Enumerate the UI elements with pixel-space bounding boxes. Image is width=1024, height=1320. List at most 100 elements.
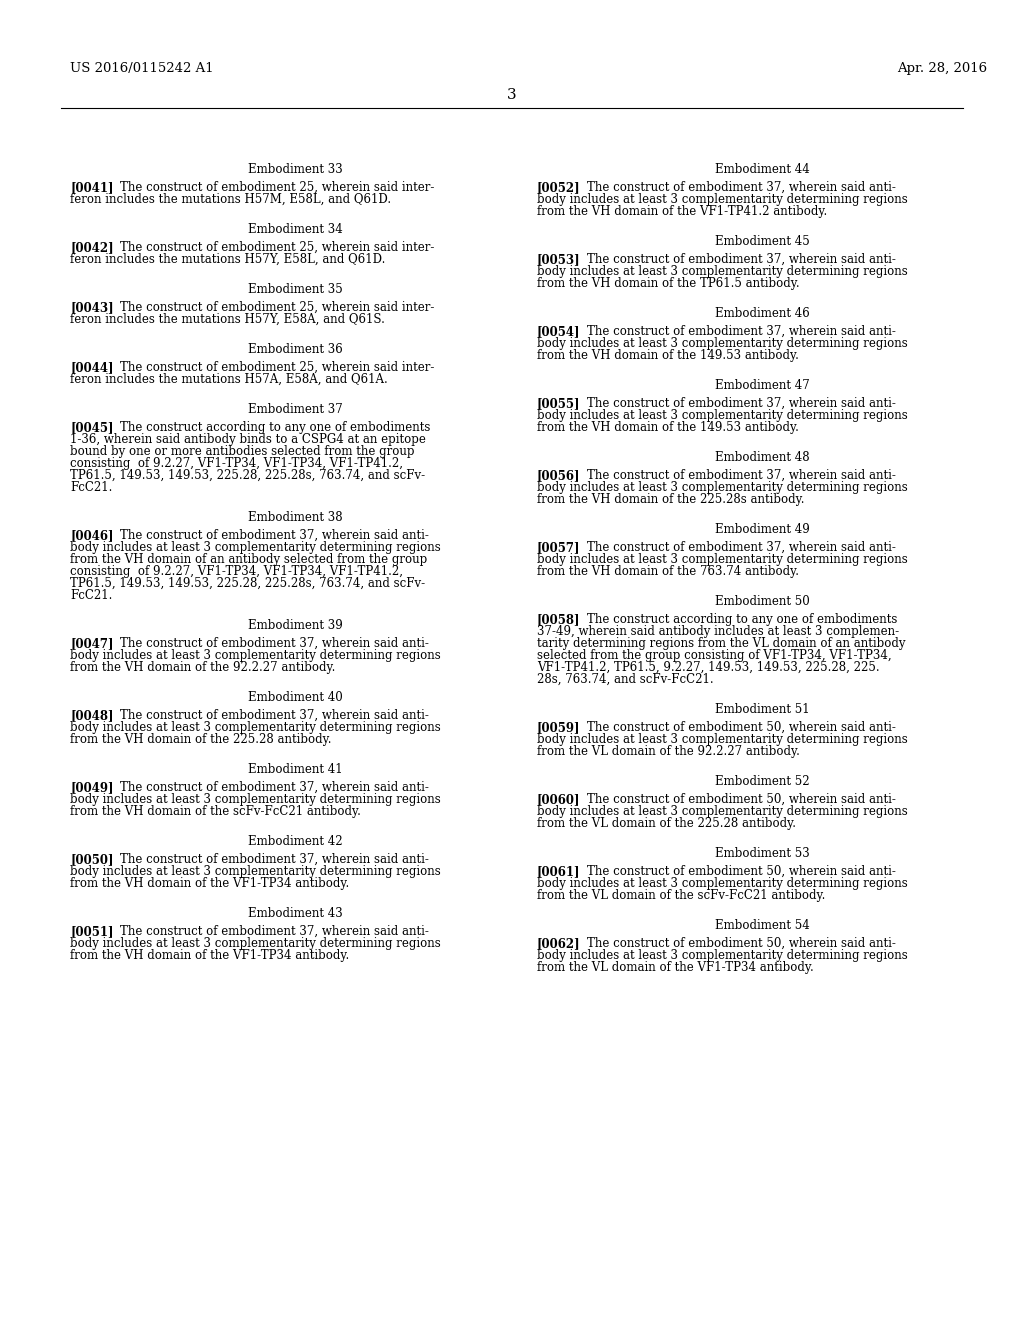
Text: [0052]: [0052] bbox=[537, 181, 581, 194]
Text: The construct of embodiment 37, wherein said anti-: The construct of embodiment 37, wherein … bbox=[587, 253, 896, 267]
Text: [0041]: [0041] bbox=[70, 181, 114, 194]
Text: [0042]: [0042] bbox=[70, 242, 114, 253]
Text: Embodiment 41: Embodiment 41 bbox=[248, 763, 342, 776]
Text: Embodiment 50: Embodiment 50 bbox=[715, 595, 809, 609]
Text: body includes at least 3 complementarity determining regions: body includes at least 3 complementarity… bbox=[70, 937, 440, 950]
Text: Embodiment 33: Embodiment 33 bbox=[248, 162, 342, 176]
Text: bound by one or more antibodies selected from the group: bound by one or more antibodies selected… bbox=[70, 445, 415, 458]
Text: [0054]: [0054] bbox=[537, 325, 581, 338]
Text: [0046]: [0046] bbox=[70, 529, 114, 543]
Text: Embodiment 42: Embodiment 42 bbox=[248, 836, 342, 847]
Text: feron includes the mutations H57A, E58A, and Q61A.: feron includes the mutations H57A, E58A,… bbox=[70, 374, 388, 385]
Text: [0049]: [0049] bbox=[70, 781, 114, 795]
Text: The construct of embodiment 25, wherein said inter-: The construct of embodiment 25, wherein … bbox=[120, 181, 434, 194]
Text: The construct of embodiment 50, wherein said anti-: The construct of embodiment 50, wherein … bbox=[587, 721, 896, 734]
Text: from the VL domain of the 92.2.27 antibody.: from the VL domain of the 92.2.27 antibo… bbox=[537, 744, 800, 758]
Text: from the VH domain of the 225.28s antibody.: from the VH domain of the 225.28s antibo… bbox=[537, 492, 805, 506]
Text: body includes at least 3 complementarity determining regions: body includes at least 3 complementarity… bbox=[70, 541, 440, 554]
Text: The construct of embodiment 25, wherein said inter-: The construct of embodiment 25, wherein … bbox=[120, 301, 434, 314]
Text: Embodiment 48: Embodiment 48 bbox=[715, 451, 809, 465]
Text: Embodiment 49: Embodiment 49 bbox=[715, 523, 809, 536]
Text: [0048]: [0048] bbox=[70, 709, 114, 722]
Text: from the VL domain of the VF1-TP34 antibody.: from the VL domain of the VF1-TP34 antib… bbox=[537, 961, 814, 974]
Text: [0061]: [0061] bbox=[537, 865, 581, 878]
Text: from the VH domain of the VF1-TP41.2 antibody.: from the VH domain of the VF1-TP41.2 ant… bbox=[537, 205, 827, 218]
Text: body includes at least 3 complementarity determining regions: body includes at least 3 complementarity… bbox=[537, 337, 907, 350]
Text: feron includes the mutations H57M, E58L, and Q61D.: feron includes the mutations H57M, E58L,… bbox=[70, 193, 391, 206]
Text: [0056]: [0056] bbox=[537, 469, 581, 482]
Text: [0045]: [0045] bbox=[70, 421, 114, 434]
Text: consisting  of 9.2.27, VF1-TP34, VF1-TP34, VF1-TP41.2,: consisting of 9.2.27, VF1-TP34, VF1-TP34… bbox=[70, 565, 403, 578]
Text: [0051]: [0051] bbox=[70, 925, 114, 939]
Text: [0043]: [0043] bbox=[70, 301, 114, 314]
Text: The construct of embodiment 50, wherein said anti-: The construct of embodiment 50, wherein … bbox=[587, 937, 896, 950]
Text: body includes at least 3 complementarity determining regions: body includes at least 3 complementarity… bbox=[537, 733, 907, 746]
Text: body includes at least 3 complementarity determining regions: body includes at least 3 complementarity… bbox=[537, 265, 907, 279]
Text: The construct of embodiment 37, wherein said anti-: The construct of embodiment 37, wherein … bbox=[587, 469, 896, 482]
Text: The construct of embodiment 37, wherein said anti-: The construct of embodiment 37, wherein … bbox=[120, 638, 429, 649]
Text: feron includes the mutations H57Y, E58L, and Q61D.: feron includes the mutations H57Y, E58L,… bbox=[70, 253, 385, 267]
Text: Embodiment 35: Embodiment 35 bbox=[248, 282, 342, 296]
Text: body includes at least 3 complementarity determining regions: body includes at least 3 complementarity… bbox=[537, 193, 907, 206]
Text: body includes at least 3 complementarity determining regions: body includes at least 3 complementarity… bbox=[70, 865, 440, 878]
Text: body includes at least 3 complementarity determining regions: body includes at least 3 complementarity… bbox=[537, 480, 907, 494]
Text: The construct of embodiment 25, wherein said inter-: The construct of embodiment 25, wherein … bbox=[120, 360, 434, 374]
Text: 1-36, wherein said antibody binds to a CSPG4 at an epitope: 1-36, wherein said antibody binds to a C… bbox=[70, 433, 426, 446]
Text: body includes at least 3 complementarity determining regions: body includes at least 3 complementarity… bbox=[537, 876, 907, 890]
Text: Embodiment 38: Embodiment 38 bbox=[248, 511, 342, 524]
Text: Embodiment 45: Embodiment 45 bbox=[715, 235, 809, 248]
Text: [0044]: [0044] bbox=[70, 360, 114, 374]
Text: Embodiment 52: Embodiment 52 bbox=[715, 775, 809, 788]
Text: Embodiment 47: Embodiment 47 bbox=[715, 379, 809, 392]
Text: from the VH domain of the VF1-TP34 antibody.: from the VH domain of the VF1-TP34 antib… bbox=[70, 949, 349, 962]
Text: tarity determining regions from the VL domain of an antibody: tarity determining regions from the VL d… bbox=[537, 638, 905, 649]
Text: 28s, 763.74, and scFv-FcC21.: 28s, 763.74, and scFv-FcC21. bbox=[537, 673, 714, 686]
Text: [0053]: [0053] bbox=[537, 253, 581, 267]
Text: The construct of embodiment 37, wherein said anti-: The construct of embodiment 37, wherein … bbox=[120, 529, 429, 543]
Text: The construct of embodiment 37, wherein said anti-: The construct of embodiment 37, wherein … bbox=[120, 709, 429, 722]
Text: Apr. 28, 2016: Apr. 28, 2016 bbox=[897, 62, 987, 75]
Text: body includes at least 3 complementarity determining regions: body includes at least 3 complementarity… bbox=[537, 553, 907, 566]
Text: from the VH domain of the 149.53 antibody.: from the VH domain of the 149.53 antibod… bbox=[537, 421, 799, 434]
Text: Embodiment 34: Embodiment 34 bbox=[248, 223, 342, 236]
Text: FcC21.: FcC21. bbox=[70, 589, 113, 602]
Text: body includes at least 3 complementarity determining regions: body includes at least 3 complementarity… bbox=[537, 949, 907, 962]
Text: from the VL domain of the scFv-FcC21 antibody.: from the VL domain of the scFv-FcC21 ant… bbox=[537, 888, 825, 902]
Text: 37-49, wherein said antibody includes at least 3 complemen-: 37-49, wherein said antibody includes at… bbox=[537, 624, 899, 638]
Text: The construct of embodiment 37, wherein said anti-: The construct of embodiment 37, wherein … bbox=[587, 325, 896, 338]
Text: Embodiment 44: Embodiment 44 bbox=[715, 162, 809, 176]
Text: [0060]: [0060] bbox=[537, 793, 581, 807]
Text: [0047]: [0047] bbox=[70, 638, 114, 649]
Text: [0050]: [0050] bbox=[70, 853, 114, 866]
Text: The construct of embodiment 37, wherein said anti-: The construct of embodiment 37, wherein … bbox=[587, 397, 896, 411]
Text: from the VH domain of the 149.53 antibody.: from the VH domain of the 149.53 antibod… bbox=[537, 348, 799, 362]
Text: from the VH domain of the 763.74 antibody.: from the VH domain of the 763.74 antibod… bbox=[537, 565, 799, 578]
Text: The construct of embodiment 50, wherein said anti-: The construct of embodiment 50, wherein … bbox=[587, 865, 896, 878]
Text: [0062]: [0062] bbox=[537, 937, 581, 950]
Text: Embodiment 37: Embodiment 37 bbox=[248, 403, 342, 416]
Text: Embodiment 40: Embodiment 40 bbox=[248, 690, 342, 704]
Text: body includes at least 3 complementarity determining regions: body includes at least 3 complementarity… bbox=[70, 793, 440, 807]
Text: body includes at least 3 complementarity determining regions: body includes at least 3 complementarity… bbox=[537, 409, 907, 422]
Text: [0058]: [0058] bbox=[537, 612, 581, 626]
Text: [0059]: [0059] bbox=[537, 721, 581, 734]
Text: Embodiment 43: Embodiment 43 bbox=[248, 907, 342, 920]
Text: The construct of embodiment 37, wherein said anti-: The construct of embodiment 37, wherein … bbox=[120, 781, 429, 795]
Text: Embodiment 36: Embodiment 36 bbox=[248, 343, 342, 356]
Text: body includes at least 3 complementarity determining regions: body includes at least 3 complementarity… bbox=[70, 721, 440, 734]
Text: from the VH domain of the 225.28 antibody.: from the VH domain of the 225.28 antibod… bbox=[70, 733, 332, 746]
Text: FcC21.: FcC21. bbox=[70, 480, 113, 494]
Text: [0057]: [0057] bbox=[537, 541, 581, 554]
Text: The construct of embodiment 50, wherein said anti-: The construct of embodiment 50, wherein … bbox=[587, 793, 896, 807]
Text: Embodiment 53: Embodiment 53 bbox=[715, 847, 809, 861]
Text: Embodiment 39: Embodiment 39 bbox=[248, 619, 342, 632]
Text: TP61.5, 149.53, 149.53, 225.28, 225.28s, 763.74, and scFv-: TP61.5, 149.53, 149.53, 225.28, 225.28s,… bbox=[70, 577, 425, 590]
Text: 3: 3 bbox=[507, 88, 517, 102]
Text: from the VH domain of the scFv-FcC21 antibody.: from the VH domain of the scFv-FcC21 ant… bbox=[70, 805, 360, 818]
Text: from the VH domain of an antibody selected from the group: from the VH domain of an antibody select… bbox=[70, 553, 427, 566]
Text: feron includes the mutations H57Y, E58A, and Q61S.: feron includes the mutations H57Y, E58A,… bbox=[70, 313, 385, 326]
Text: from the VH domain of the VF1-TP34 antibody.: from the VH domain of the VF1-TP34 antib… bbox=[70, 876, 349, 890]
Text: from the VL domain of the 225.28 antibody.: from the VL domain of the 225.28 antibod… bbox=[537, 817, 796, 830]
Text: TP61.5, 149.53, 149.53, 225.28, 225.28s, 763.74, and scFv-: TP61.5, 149.53, 149.53, 225.28, 225.28s,… bbox=[70, 469, 425, 482]
Text: body includes at least 3 complementarity determining regions: body includes at least 3 complementarity… bbox=[537, 805, 907, 818]
